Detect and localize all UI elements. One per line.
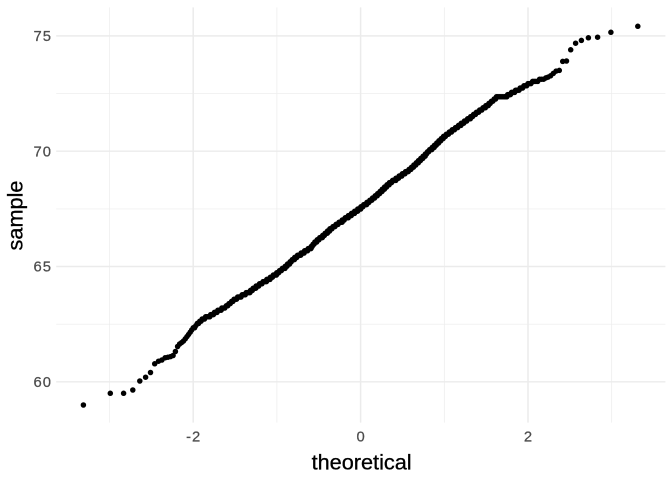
svg-text:75: 75 [34,29,52,45]
svg-text:70: 70 [34,144,52,160]
svg-text:60: 60 [34,375,52,391]
svg-text:65: 65 [34,260,52,276]
svg-text:sample: sample [3,181,28,251]
svg-text:2: 2 [524,430,533,446]
svg-text:theoretical: theoretical [312,449,412,474]
svg-text:0: 0 [356,430,365,446]
svg-text:-2: -2 [186,430,201,446]
